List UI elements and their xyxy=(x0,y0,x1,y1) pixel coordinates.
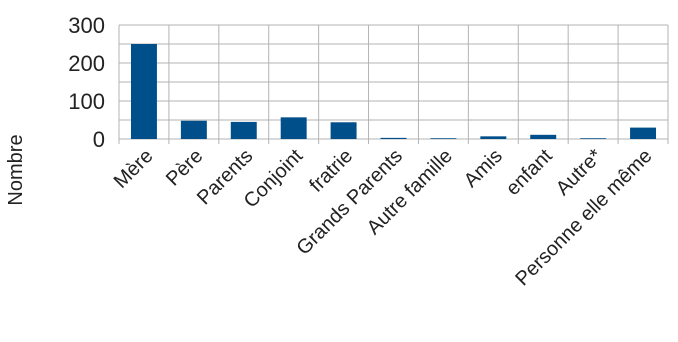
y-tick-label: 100 xyxy=(68,89,105,114)
bar-7 xyxy=(480,136,507,139)
x-tick-label: Amis xyxy=(460,145,507,192)
x-tick-label: Père xyxy=(162,145,207,190)
bar-4 xyxy=(330,122,357,139)
y-axis-label: Nombre xyxy=(5,134,27,205)
y-tick-labels: 0 100 200 300 xyxy=(68,13,105,152)
bar-1 xyxy=(180,120,207,139)
bars xyxy=(130,44,657,139)
y-tick-label: 200 xyxy=(68,51,105,76)
y-tick-label: 0 xyxy=(93,127,105,152)
x-tick-label: enfant xyxy=(502,145,557,200)
bar-5 xyxy=(380,137,407,139)
bar-10 xyxy=(630,127,657,139)
bar-0 xyxy=(130,44,157,139)
bar-8 xyxy=(530,134,557,139)
bar-3 xyxy=(280,117,307,139)
gridlines xyxy=(118,24,669,144)
bar-2 xyxy=(230,121,257,139)
bar-9 xyxy=(580,138,607,139)
bar-6 xyxy=(430,138,457,139)
x-tick-label: Mère xyxy=(110,145,158,193)
y-tick-label: 300 xyxy=(68,13,105,38)
